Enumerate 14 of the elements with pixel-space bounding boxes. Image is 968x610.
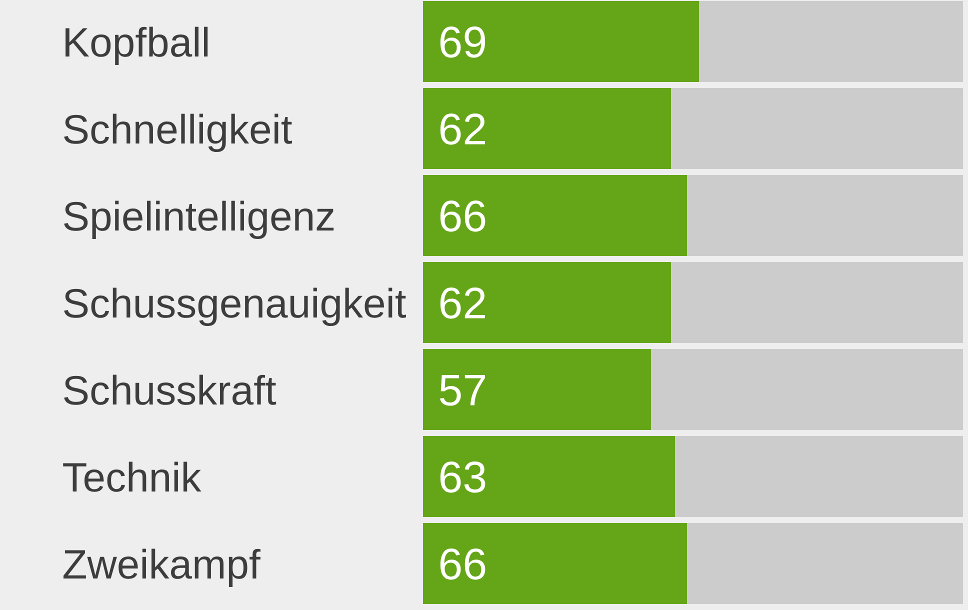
y-tick-label: Schnelligkeit bbox=[64, 114, 292, 152]
data-label: 62 bbox=[440, 114, 485, 145]
y-tick-label: Technik bbox=[63, 462, 202, 492]
y-tick-label: Zweikampf bbox=[63, 548, 260, 588]
data-label: 57 bbox=[440, 374, 485, 406]
y-tick-label: Kopfball bbox=[66, 26, 208, 66]
y-tick-label: Schussgenauigkeit bbox=[64, 288, 406, 326]
y-tick-label: Schusskraft bbox=[64, 374, 276, 405]
data-label: 62 bbox=[440, 288, 485, 319]
data-label: 63 bbox=[440, 462, 486, 493]
data-label: 66 bbox=[440, 548, 486, 580]
y-tick-label: Spielintelligenz bbox=[64, 200, 334, 240]
data-label: 69 bbox=[440, 26, 486, 58]
data-label: 66 bbox=[440, 200, 486, 232]
